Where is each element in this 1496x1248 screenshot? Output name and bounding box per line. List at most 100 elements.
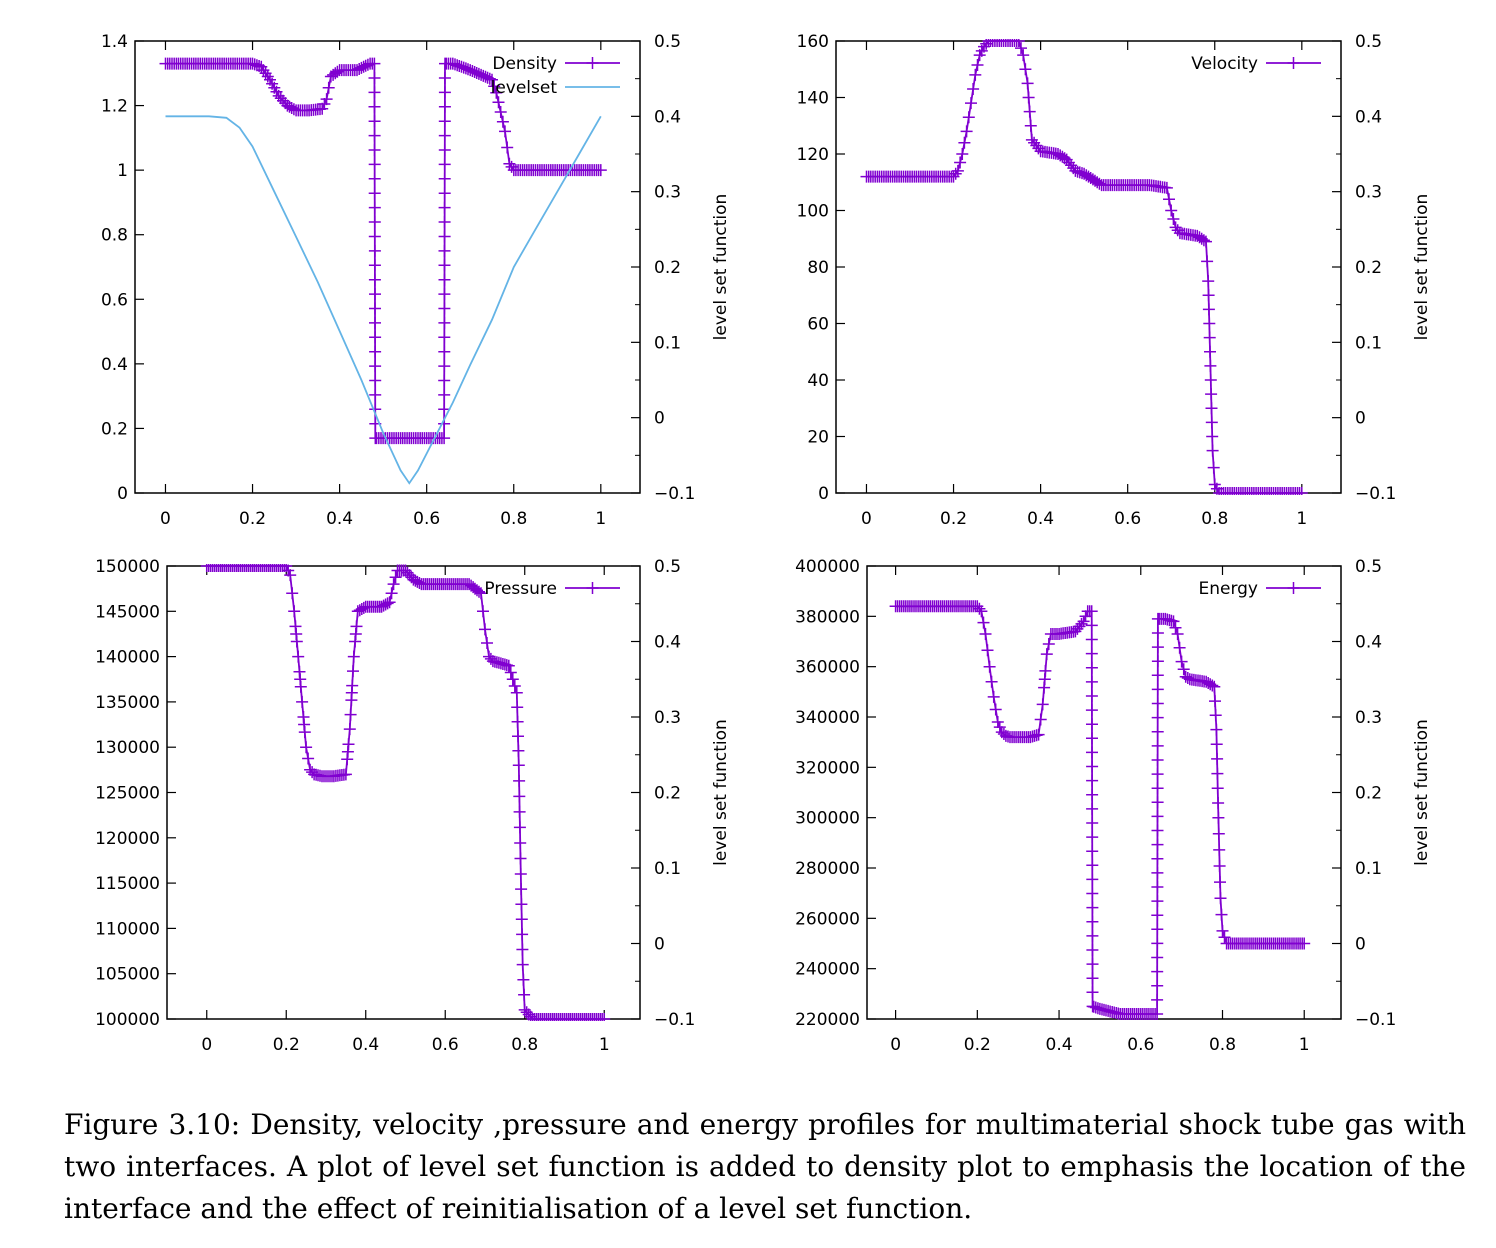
y2-tick-label: 0.1 <box>654 859 681 879</box>
x-tick-label: 0.6 <box>1114 509 1141 529</box>
y-tick-label: 105000 <box>95 965 160 985</box>
legend-label-velocity: Velocity <box>1191 54 1258 74</box>
legend-label-pressure: Pressure <box>484 579 557 599</box>
x-tick-label: 1 <box>595 509 606 529</box>
x-tick-label: 0.2 <box>273 1035 300 1055</box>
y2-axis-label: level set function <box>711 719 731 866</box>
markers-density <box>159 57 607 445</box>
y-tick-label: 300000 <box>795 809 860 829</box>
plus-markers <box>860 39 1308 495</box>
x-tick-label: 0.4 <box>1046 1035 1073 1055</box>
y-tick-label: 0.8 <box>101 226 128 246</box>
plot-frame <box>866 565 1342 1020</box>
y-tick-label: 240000 <box>795 960 860 980</box>
series-line-velocity <box>866 40 1302 494</box>
y2-tick-label: −0.1 <box>1355 484 1396 504</box>
y-tick-label: 140 <box>797 89 829 109</box>
x-tick-label: 1 <box>599 1035 610 1055</box>
x-tick-label: 0 <box>861 509 872 529</box>
y-tick-label: 125000 <box>95 784 160 804</box>
y-tick-label: 0 <box>818 484 829 504</box>
y2-axis-label: level set function <box>711 194 731 341</box>
y-tick-label: 320000 <box>795 758 860 778</box>
series-levelset <box>165 115 602 485</box>
y2-tick-label: 0.2 <box>654 784 681 804</box>
y2-tick-label: 0.5 <box>1355 32 1382 52</box>
x-tick-label: 0.4 <box>326 509 353 529</box>
series-density <box>159 57 607 445</box>
y-tick-label: 120000 <box>95 829 160 849</box>
y2-axis-label: level set function <box>1412 719 1432 866</box>
y2-tick-label: 0 <box>1355 409 1366 429</box>
plot-frame <box>166 565 641 1020</box>
plot-frame <box>835 40 1342 494</box>
y-tick-label: 115000 <box>95 874 160 894</box>
y-tick-label: 280000 <box>795 859 860 879</box>
y2-tick-label: 0.4 <box>1355 107 1382 127</box>
y-tick-label: 0.6 <box>101 290 128 310</box>
markers-pressure <box>200 564 611 1021</box>
plus-markers <box>889 600 1311 1020</box>
y2-tick-label: 0.5 <box>654 557 681 577</box>
figure-caption: Figure 3.10: Density, velocity ,pressure… <box>64 1108 1466 1225</box>
y2-tick-label: 0 <box>654 409 665 429</box>
y2-tick-label: 0 <box>1355 935 1366 955</box>
x-tick-label: 0 <box>160 509 171 529</box>
markers-energy <box>889 600 1311 1020</box>
series-line-pressure <box>206 565 605 1020</box>
y-tick-label: 380000 <box>795 607 860 627</box>
x-tick-label: 1 <box>1296 509 1307 529</box>
y-tick-label: 400000 <box>795 557 860 577</box>
y2-tick-label: 0 <box>654 935 665 955</box>
y-tick-label: 0.2 <box>101 419 128 439</box>
y-tick-label: 160 <box>797 32 829 52</box>
series-energy <box>889 600 1311 1020</box>
y-tick-label: 40 <box>807 371 829 391</box>
y2-tick-label: 0.2 <box>654 258 681 278</box>
y2-tick-label: 0.3 <box>654 183 681 203</box>
y-tick-label: 100 <box>797 202 829 222</box>
x-tick-label: 0.8 <box>511 1035 538 1055</box>
markers-velocity <box>860 39 1308 495</box>
x-tick-label: 0.2 <box>940 509 967 529</box>
plus-markers <box>159 57 607 445</box>
y-tick-label: 260000 <box>795 909 860 929</box>
series-line-energy <box>895 605 1305 1015</box>
chart-2: 0 0.2 0.4 0.6 0.8 1 0 20 40 60 80 100 120 140 160 −0.1 0… <box>797 32 1432 529</box>
chart-3: 0 0.2 0.4 0.6 0.8 1 100000 105000 110000 115000 12… <box>95 557 731 1055</box>
y-tick-label: 1.4 <box>101 32 128 52</box>
x-tick-label: 0.8 <box>1209 1035 1236 1055</box>
legend-label-energy: Energy <box>1198 579 1258 599</box>
y2-tick-label: −0.1 <box>654 484 695 504</box>
y-tick-label: 0.4 <box>101 355 128 375</box>
x-tick-label: 0.6 <box>413 509 440 529</box>
y2-tick-label: 0.1 <box>1355 333 1382 353</box>
y-tick-label: 140000 <box>95 648 160 668</box>
y-tick-label: 100000 <box>95 1010 160 1030</box>
series-line-levelset <box>165 115 602 485</box>
y2-tick-label: 0.1 <box>654 333 681 353</box>
legend-marker <box>586 582 599 594</box>
y-tick-label: 340000 <box>795 708 860 728</box>
figure: 0 0.2 0.4 0.6 0.8 1 0 0.2 0.4 0.6 0.8 1 1.2 1.4 −0.1 0 0… <box>95 32 1432 1055</box>
x-tick-label: 1 <box>1299 1035 1310 1055</box>
y-tick-label: 80 <box>807 258 829 278</box>
y-tick-label: 60 <box>807 315 829 335</box>
y-tick-label: 220000 <box>795 1010 860 1030</box>
plus-markers <box>200 564 611 1021</box>
chart-1: 0 0.2 0.4 0.6 0.8 1 0 0.2 0.4 0.6 0.8 1 1.2 1.4 −0.1 0 0… <box>101 32 731 529</box>
y2-tick-label: 0.3 <box>1355 183 1382 203</box>
y2-tick-label: 0.2 <box>1355 258 1382 278</box>
series-pressure <box>200 564 611 1021</box>
legend-marker <box>586 57 599 69</box>
y-tick-label: 1.2 <box>101 97 128 117</box>
legend-label-levelset: levelset <box>491 78 558 98</box>
x-tick-label: 0.2 <box>964 1035 991 1055</box>
x-tick-label: 0.4 <box>1027 509 1054 529</box>
x-tick-label: 0.6 <box>1127 1035 1154 1055</box>
y-tick-label: 1 <box>117 161 128 181</box>
series-velocity <box>860 39 1308 495</box>
y-tick-label: 145000 <box>95 602 160 622</box>
y2-tick-label: 0.3 <box>654 708 681 728</box>
legend-marker <box>1287 582 1300 594</box>
